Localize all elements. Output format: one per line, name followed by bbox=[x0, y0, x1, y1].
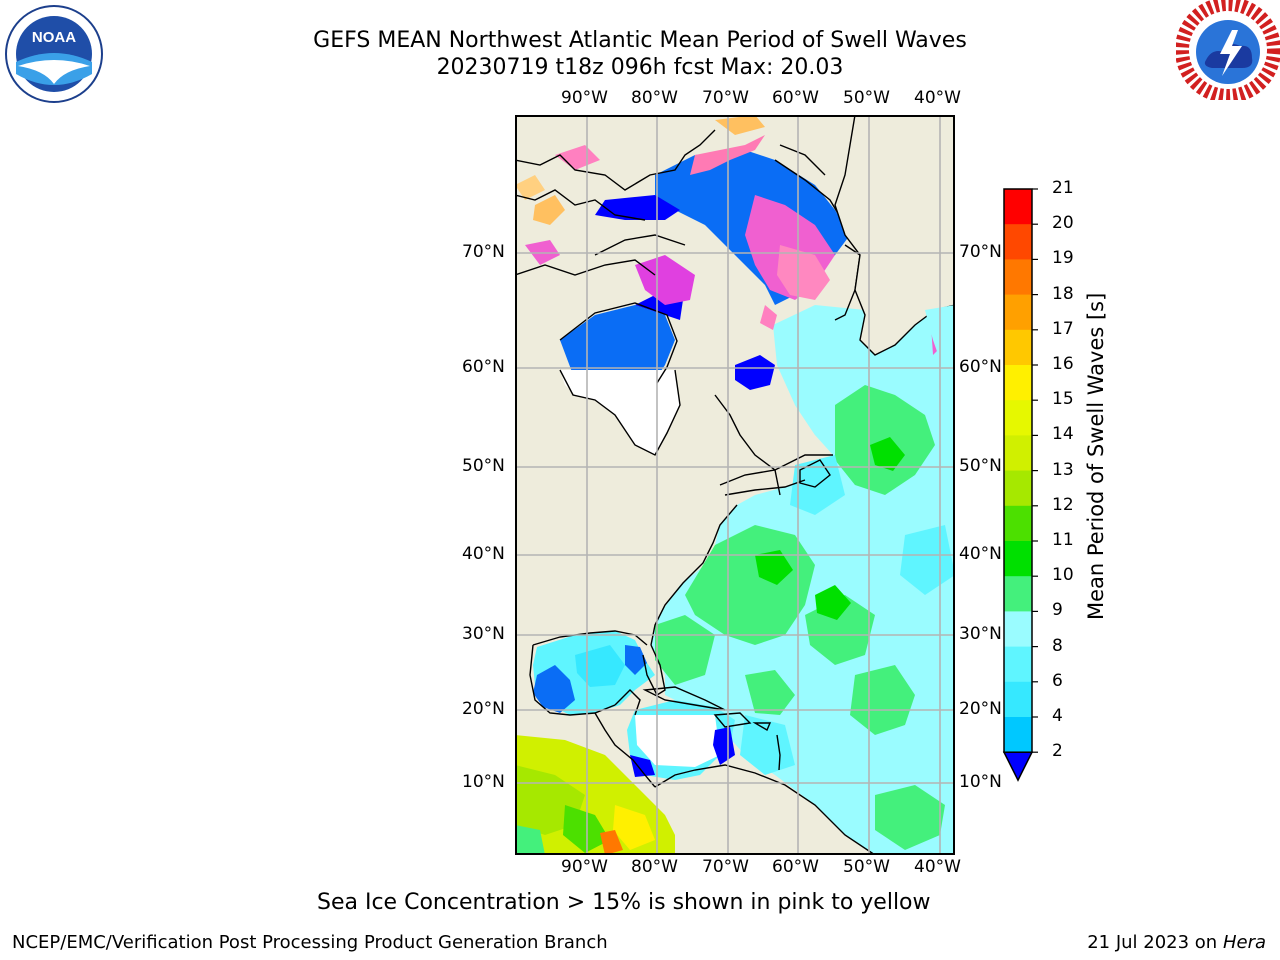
colorbar-segment bbox=[1004, 611, 1032, 648]
colorbar-segment bbox=[1004, 189, 1032, 225]
lon-label-bottom-60w: 60°W bbox=[772, 857, 819, 877]
hudson-bay-land-mask bbox=[560, 370, 680, 455]
colorbar-segment bbox=[1004, 435, 1032, 472]
svg-text:NOAA: NOAA bbox=[32, 29, 76, 46]
lat-label-left-50n: 50°N bbox=[462, 456, 505, 476]
colorbar-tick-label: 13 bbox=[1052, 459, 1074, 480]
lon-label-top-60w: 60°W bbox=[772, 88, 819, 108]
colorbar-segment bbox=[1004, 505, 1032, 542]
caption: Sea Ice Concentration > 15% is shown in … bbox=[317, 890, 931, 915]
colorbar-tick-label: 21 bbox=[1052, 178, 1074, 198]
colorbar-segment bbox=[1004, 541, 1032, 577]
map-frame bbox=[515, 115, 955, 855]
colorbar-segment bbox=[1004, 717, 1032, 753]
lat-label-left-10n: 10°N bbox=[462, 772, 505, 792]
colorbar-extend-triangle bbox=[1002, 751, 1034, 782]
colorbar bbox=[1000, 185, 1040, 789]
chart-subtitle: 20230719 t18z 096h fcst Max: 20.03 bbox=[436, 55, 844, 80]
footer-right: 21 Jul 2023 on Hera bbox=[1087, 932, 1266, 953]
colorbar-segment bbox=[1004, 259, 1032, 296]
footer-date: 21 Jul 2023 on bbox=[1087, 932, 1223, 953]
lon-label-top-90w: 90°W bbox=[561, 88, 608, 108]
lon-label-bottom-50w: 50°W bbox=[843, 857, 890, 877]
lat-label-right-50n: 50°N bbox=[959, 456, 1002, 476]
colorbar-tick-label: 11 bbox=[1052, 530, 1074, 550]
colorbar-tick-label: 6 bbox=[1052, 670, 1063, 691]
colorbar-segment bbox=[1004, 294, 1032, 331]
colorbar-segment bbox=[1004, 400, 1032, 436]
map-svg bbox=[515, 115, 955, 855]
lat-label-right-30n: 30°N bbox=[959, 624, 1002, 644]
colorbar-title: Mean Period of Swell Waves [s] bbox=[1084, 292, 1108, 620]
colorbar-tick-label: 9 bbox=[1052, 600, 1063, 621]
colorbar-segment bbox=[1004, 646, 1032, 683]
colorbar-segment bbox=[1004, 576, 1032, 612]
colorbar-tick-label: 16 bbox=[1052, 354, 1074, 374]
footer-host: Hera bbox=[1222, 932, 1266, 953]
lon-label-top-80w: 80°W bbox=[631, 88, 678, 108]
lon-label-bottom-40w: 40°W bbox=[914, 857, 961, 877]
chart-title: GEFS MEAN Northwest Atlantic Mean Period… bbox=[313, 28, 967, 53]
lat-label-left-40n: 40°N bbox=[462, 544, 505, 564]
colorbar-segment bbox=[1004, 365, 1032, 401]
map-panel bbox=[515, 115, 955, 859]
colorbar-segment bbox=[1004, 681, 1032, 718]
colorbar-segment bbox=[1004, 470, 1032, 507]
lat-label-right-40n: 40°N bbox=[959, 544, 1002, 564]
colorbar-tick-label: 10 bbox=[1052, 565, 1074, 586]
colorbar-segment bbox=[1004, 224, 1032, 260]
lat-label-right-60n: 60°N bbox=[959, 357, 1002, 377]
hudson-bay bbox=[560, 305, 675, 380]
colorbar-tick-label: 18 bbox=[1052, 283, 1074, 304]
lat-label-right-20n: 20°N bbox=[959, 699, 1002, 719]
colorbar-tick-label: 12 bbox=[1052, 494, 1074, 515]
lat-label-left-30n: 30°N bbox=[462, 624, 505, 644]
colorbar-segment bbox=[1004, 329, 1032, 366]
colorbar-svg bbox=[1002, 188, 1038, 782]
lon-label-bottom-90w: 90°W bbox=[561, 857, 608, 877]
lat-label-right-70n: 70°N bbox=[959, 242, 1002, 262]
lon-label-top-40w: 40°W bbox=[914, 88, 961, 108]
colorbar-tick-label: 14 bbox=[1052, 424, 1074, 445]
lon-label-top-50w: 50°W bbox=[843, 88, 890, 108]
coastlines bbox=[515, 129, 876, 855]
lat-label-left-60n: 60°N bbox=[462, 357, 505, 377]
graticule bbox=[515, 115, 955, 855]
colorbar-tick-label: 15 bbox=[1052, 389, 1074, 410]
lat-label-left-20n: 20°N bbox=[462, 699, 505, 719]
colorbar-tick-label: 2 bbox=[1052, 741, 1063, 762]
nws-logo bbox=[1175, 0, 1280, 103]
colorbar-tick-label: 17 bbox=[1052, 318, 1074, 339]
lon-label-bottom-70w: 70°W bbox=[702, 857, 749, 877]
noaa-logo: NOAA bbox=[4, 4, 104, 104]
colorbar-tick-label: 20 bbox=[1052, 213, 1074, 234]
lon-label-top-70w: 70°W bbox=[702, 88, 749, 108]
colorbar-tick-label: 8 bbox=[1052, 635, 1063, 656]
lon-label-bottom-80w: 80°W bbox=[631, 857, 678, 877]
footer-left: NCEP/EMC/Verification Post Processing Pr… bbox=[12, 932, 608, 953]
colorbar-tick-label: 4 bbox=[1052, 706, 1063, 726]
lat-label-right-10n: 10°N bbox=[959, 772, 1002, 792]
colorbar-tick-label: 19 bbox=[1052, 248, 1074, 269]
lat-label-left-70n: 70°N bbox=[462, 242, 505, 262]
